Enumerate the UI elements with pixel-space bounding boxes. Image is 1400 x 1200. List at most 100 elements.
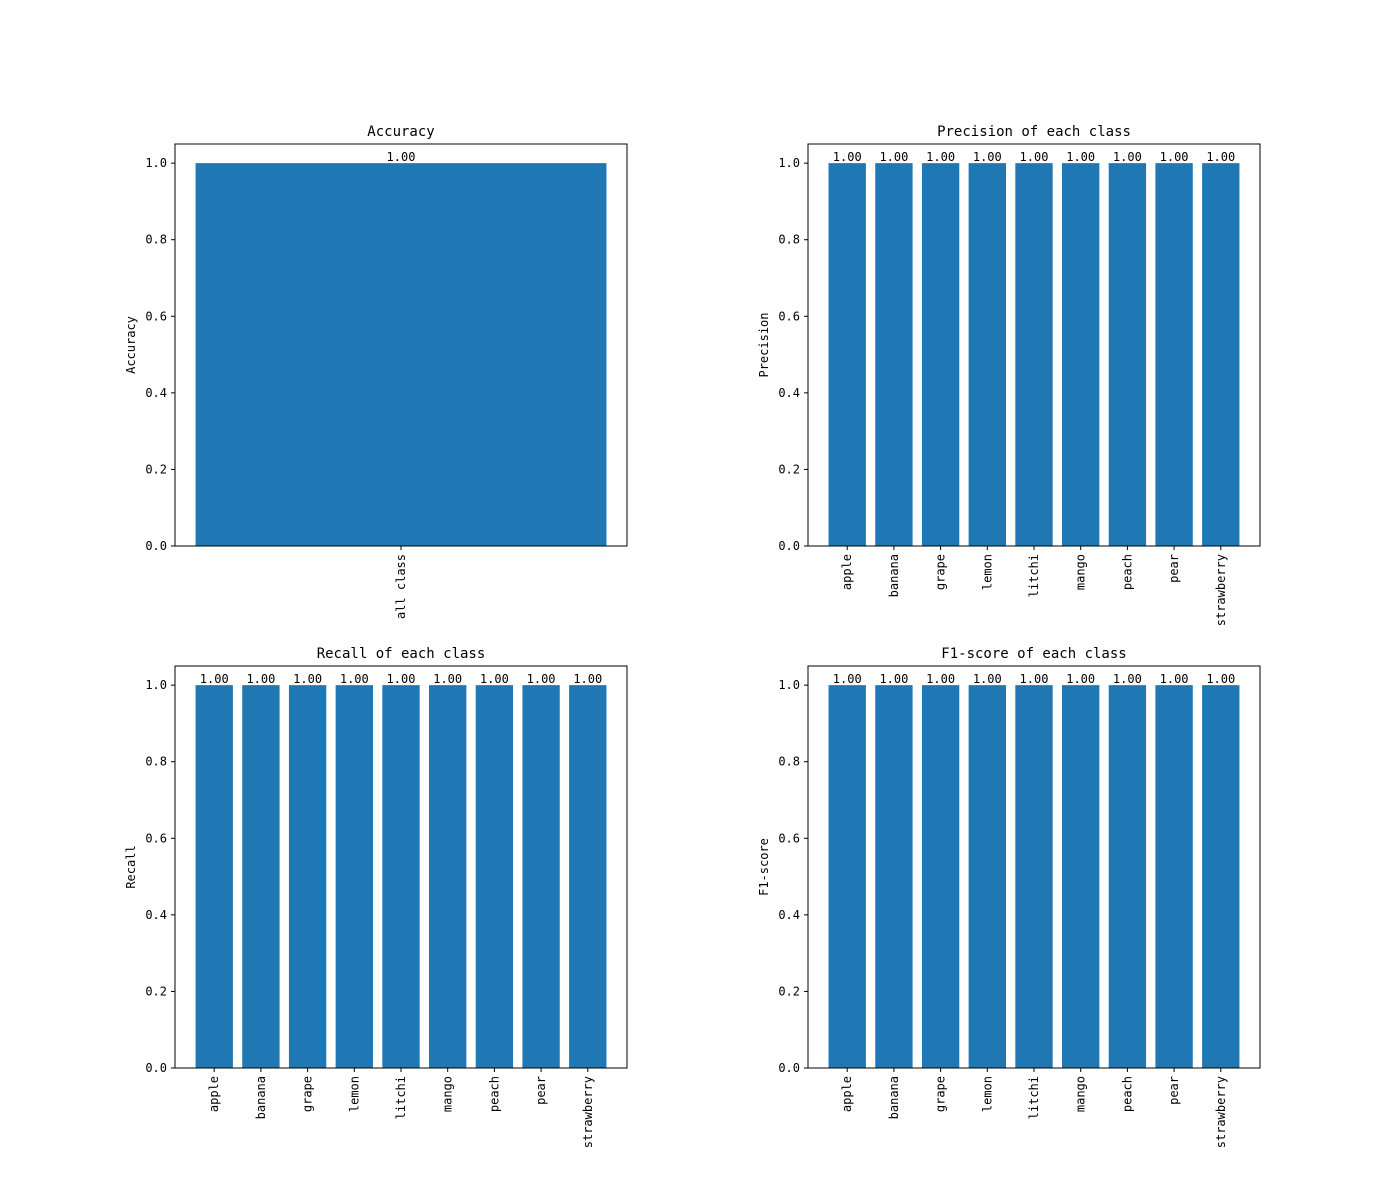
value-label: 1.00 (1113, 672, 1142, 686)
x-tick-label: apple (207, 1076, 221, 1112)
axes-frame (174, 143, 628, 547)
y-tick-label: 0.0 (778, 539, 800, 553)
value-label: 1.00 (200, 672, 229, 686)
y-tick-label: 1.0 (145, 678, 167, 692)
subplot: Recall of each class Recall 0.0 0.2 0.4 0.6 0.… (124, 646, 628, 1148)
x-tick-label: apple (840, 1076, 854, 1112)
chart-title: Accuracy (367, 124, 434, 140)
y-tick-label: 0.6 (145, 309, 167, 323)
value-label: 1.00 (1206, 672, 1235, 686)
x-tick-label: banana (887, 554, 901, 597)
value-label: 1.00 (879, 150, 908, 164)
x-tick-label: lemon (980, 1076, 994, 1112)
y-tick-label: 0.4 (145, 386, 167, 400)
subplot: Precision of each class Precision 0.0 0.2 0.… (757, 124, 1261, 626)
subplot: Accuracy Accuracy 0.0 0.2 0.4 0.6 0.8 1.0 1.00 al… (124, 124, 628, 619)
value-label: 1.00 (1020, 672, 1049, 686)
y-tick-label: 0.8 (778, 233, 800, 247)
x-tick-label: grape (934, 554, 948, 590)
y-axis-label: F1-score (757, 838, 771, 896)
x-tick-label: pear (1167, 554, 1181, 583)
value-label: 1.00 (527, 672, 556, 686)
x-tick-label: peach (487, 1076, 501, 1112)
bar (195, 163, 607, 546)
bar (1062, 163, 1100, 546)
x-tick-label: all class (394, 554, 408, 619)
value-label: 1.00 (480, 672, 509, 686)
value-label: 1.00 (433, 672, 462, 686)
y-tick-label: 1.0 (778, 678, 800, 692)
y-tick-label: 0.2 (145, 984, 167, 998)
y-tick-label: 0.6 (145, 831, 167, 845)
bar (335, 685, 373, 1068)
value-label: 1.00 (1020, 150, 1049, 164)
x-tick-label: mango (1074, 554, 1088, 590)
x-tick-label: peach (1120, 554, 1134, 590)
bar (875, 163, 913, 546)
y-tick-label: 0.2 (778, 984, 800, 998)
y-tick-label: 0.8 (145, 755, 167, 769)
chart-title: Precision of each class (937, 124, 1131, 140)
y-tick-label: 0.4 (145, 908, 167, 922)
y-tick-label: 0.4 (778, 386, 800, 400)
y-tick-label: 0.4 (778, 908, 800, 922)
x-tick-label: mango (1074, 1076, 1088, 1112)
y-axis-label: Accuracy (124, 316, 138, 374)
bar (382, 685, 420, 1068)
y-tick-label: 0.0 (778, 1061, 800, 1075)
bar (1015, 685, 1053, 1068)
bar (1108, 163, 1147, 546)
bar (968, 163, 1006, 546)
bar (1155, 163, 1193, 546)
y-axis-label: Recall (124, 845, 138, 888)
y-tick-label: 0.6 (778, 309, 800, 323)
x-tick-label: litchi (1027, 1076, 1041, 1119)
x-tick-label: strawberry (581, 1076, 595, 1148)
value-label: 1.00 (879, 672, 908, 686)
chart-title: Recall of each class (317, 646, 486, 662)
bar (195, 685, 233, 1068)
bar (921, 163, 960, 546)
value-label: 1.00 (246, 672, 275, 686)
subplot: F1-score of each class F1-score 0.0 0.2 0.4 0… (757, 646, 1261, 1148)
x-tick-label: mango (441, 1076, 455, 1112)
bar (569, 685, 607, 1068)
value-label: 1.00 (1160, 672, 1189, 686)
y-tick-label: 0.8 (145, 233, 167, 247)
value-label: 1.00 (973, 150, 1002, 164)
value-label: 1.00 (1160, 150, 1189, 164)
x-tick-label: lemon (347, 1076, 361, 1112)
bar (1202, 163, 1240, 546)
y-tick-label: 1.0 (778, 156, 800, 170)
y-tick-label: 1.0 (145, 156, 167, 170)
value-label: 1.00 (340, 672, 369, 686)
value-label: 1.00 (1066, 150, 1095, 164)
x-tick-label: strawberry (1214, 1076, 1228, 1148)
chart-title: F1-score of each class (941, 646, 1126, 662)
bar (522, 685, 560, 1068)
bar (921, 685, 960, 1068)
bar (1202, 685, 1240, 1068)
y-tick-label: 0.0 (145, 1061, 167, 1075)
value-label: 1.00 (973, 672, 1002, 686)
x-tick-label: grape (301, 1076, 315, 1112)
bar (1108, 685, 1147, 1068)
value-label: 1.00 (833, 150, 862, 164)
axes-frame (807, 143, 1261, 547)
x-tick-label: banana (254, 1076, 268, 1119)
bar (475, 685, 514, 1068)
x-tick-label: litchi (1027, 554, 1041, 597)
bar (828, 163, 866, 546)
value-label: 1.00 (573, 672, 602, 686)
bar (1062, 685, 1100, 1068)
value-label: 1.00 (1113, 150, 1142, 164)
value-label: 1.00 (833, 672, 862, 686)
bar (1155, 685, 1193, 1068)
value-label: 1.00 (926, 150, 955, 164)
value-label: 1.00 (1066, 672, 1095, 686)
x-tick-label: apple (840, 554, 854, 590)
x-tick-label: litchi (394, 1076, 408, 1119)
x-tick-label: pear (1167, 1076, 1181, 1105)
bar (288, 685, 327, 1068)
